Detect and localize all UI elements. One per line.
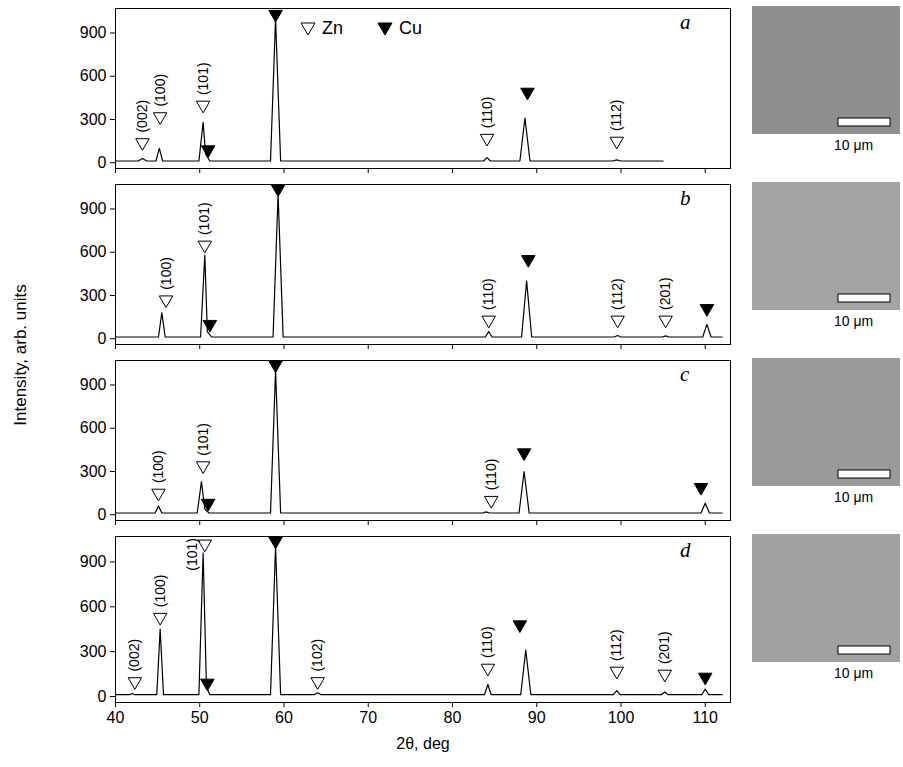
html-text:Zn: Zn xyxy=(322,18,343,38)
html-text:10 μm: 10 μm xyxy=(834,137,874,153)
svg-text:(110): (110) xyxy=(483,459,499,491)
svg-text:50: 50 xyxy=(191,709,209,726)
svg-text:0: 0 xyxy=(98,330,107,347)
html-text:10 μm: 10 μm xyxy=(834,665,874,681)
svg-text:(101): (101) xyxy=(195,62,211,95)
html-text:10 μm: 10 μm xyxy=(834,313,874,329)
svg-text:40: 40 xyxy=(107,709,125,726)
svg-text:600: 600 xyxy=(80,67,107,84)
svg-text:900: 900 xyxy=(80,24,107,41)
svg-text:(110): (110) xyxy=(480,278,496,310)
svg-text:(100): (100) xyxy=(150,450,166,483)
svg-text:100: 100 xyxy=(608,709,635,726)
svg-text:600: 600 xyxy=(80,243,107,260)
svg-text:300: 300 xyxy=(80,287,107,304)
svg-text:Intensity, arb. units: Intensity, arb. units xyxy=(11,284,30,425)
html-text:10 μm: 10 μm xyxy=(834,489,874,505)
svg-text:(102): (102) xyxy=(309,639,325,672)
svg-text:(100): (100) xyxy=(152,575,168,608)
svg-text:600: 600 xyxy=(80,598,107,615)
svg-text:80: 80 xyxy=(444,709,462,726)
svg-text:600: 600 xyxy=(80,419,107,436)
svg-text:(110): (110) xyxy=(479,626,495,658)
svg-text:(100): (100) xyxy=(152,74,168,107)
svg-text:(112): (112) xyxy=(608,629,624,661)
svg-text:(101): (101) xyxy=(195,423,211,456)
svg-text:(110): (110) xyxy=(479,97,495,129)
svg-text:(112): (112) xyxy=(608,99,624,131)
svg-text:300: 300 xyxy=(80,111,107,128)
html-text:d: d xyxy=(680,538,691,562)
svg-text:(201): (201) xyxy=(656,631,672,664)
svg-text:900: 900 xyxy=(80,376,107,393)
svg-text:900: 900 xyxy=(80,553,107,570)
svg-text:300: 300 xyxy=(80,463,107,480)
svg-text:(201): (201) xyxy=(657,277,673,310)
svg-text:(101): (101) xyxy=(196,202,212,235)
svg-text:90: 90 xyxy=(528,709,546,726)
svg-text:900: 900 xyxy=(80,200,107,217)
svg-text:(100): (100) xyxy=(158,257,174,290)
svg-text:0: 0 xyxy=(98,688,107,705)
svg-text:(101): (101) xyxy=(184,538,200,571)
html-text:b: b xyxy=(680,186,691,210)
html-text:c: c xyxy=(680,362,690,386)
svg-text:110: 110 xyxy=(692,709,718,726)
svg-text:(002): (002) xyxy=(126,639,142,672)
svg-text:0: 0 xyxy=(98,506,107,523)
html-text:Cu: Cu xyxy=(399,18,422,38)
svg-text:(002): (002) xyxy=(134,100,150,133)
svg-text:0: 0 xyxy=(98,154,107,171)
svg-text:2θ, deg: 2θ, deg xyxy=(396,735,449,752)
html-text:a: a xyxy=(680,10,691,34)
svg-text:60: 60 xyxy=(275,709,293,726)
svg-text:300: 300 xyxy=(80,643,107,660)
svg-text:(112): (112) xyxy=(609,278,625,310)
svg-text:70: 70 xyxy=(359,709,377,726)
